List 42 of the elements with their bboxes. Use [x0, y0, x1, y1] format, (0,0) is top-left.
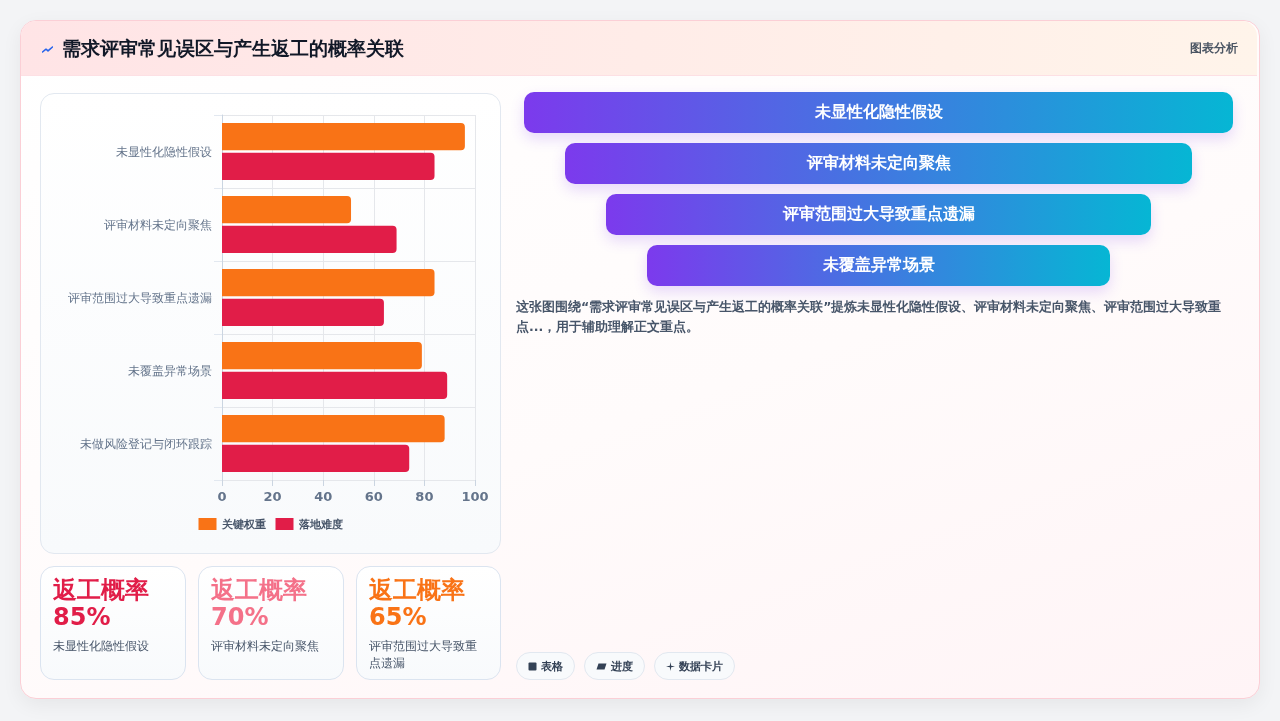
bar: [222, 269, 435, 297]
text: 返工概率: [211, 576, 308, 604]
category-label: 评审范围过大导致重点遗漏: [606, 194, 1151, 235]
text: 数据卡片: [679, 658, 723, 674]
category-label: 未显性化隐性假设: [524, 92, 1233, 133]
x-tick-label: 100: [461, 489, 489, 504]
bar: [222, 342, 422, 370]
text: 85%: [53, 603, 112, 631]
text: 未显性化隐性假设: [53, 638, 150, 655]
bar: [222, 225, 397, 253]
text: 表格: [541, 658, 563, 674]
bar: [222, 196, 352, 224]
bar: [222, 298, 384, 326]
text: 这张图围绕“需求评审常见误区与产生返工的概率关联”提炼未显性化隐性假设、评审材料未定向聚焦、评审范围过大导致重点...，用于辅助理解正文重点。: [516, 298, 1223, 336]
text: 图表分析: [1190, 40, 1238, 56]
x-tick-label: 60: [364, 489, 383, 504]
bar: [222, 371, 448, 399]
text: 返工概率: [53, 576, 150, 604]
text: 返工概率: [369, 576, 466, 604]
text: 评审材料未定向聚焦: [211, 638, 320, 655]
text: 70%: [211, 603, 270, 631]
y-tick-label: 未覆盖异常场景: [128, 363, 212, 378]
x-tick-label: 20: [263, 489, 282, 504]
bar: [222, 152, 435, 180]
legend-label: 关键权重: [220, 517, 266, 531]
bar: [222, 123, 465, 151]
y-tick-label: 评审范围过大导致重点遗漏: [68, 290, 212, 305]
y-tick-label: 未做风险登记与闭环跟踪: [80, 436, 212, 451]
x-tick-label: 80: [415, 489, 434, 504]
text: 评审范围过大导致重点遗漏: [369, 638, 478, 672]
text: 需求评审常见误区与产生返工的概率关联: [62, 36, 404, 61]
x-tick-label: 40: [314, 489, 333, 504]
text: 进度: [611, 658, 633, 674]
category-label: 评审材料未定向聚焦: [565, 143, 1192, 184]
y-tick-label: 未显性化隐性假设: [116, 144, 212, 159]
category-label: 未覆盖异常场景: [647, 245, 1110, 286]
bar: [222, 415, 445, 443]
x-tick-label: 0: [217, 489, 227, 504]
bar: [222, 444, 410, 472]
legend-label: 落地难度: [297, 517, 343, 531]
text: 65%: [369, 603, 428, 631]
y-tick-label: 评审材料未定向聚焦: [104, 217, 212, 232]
